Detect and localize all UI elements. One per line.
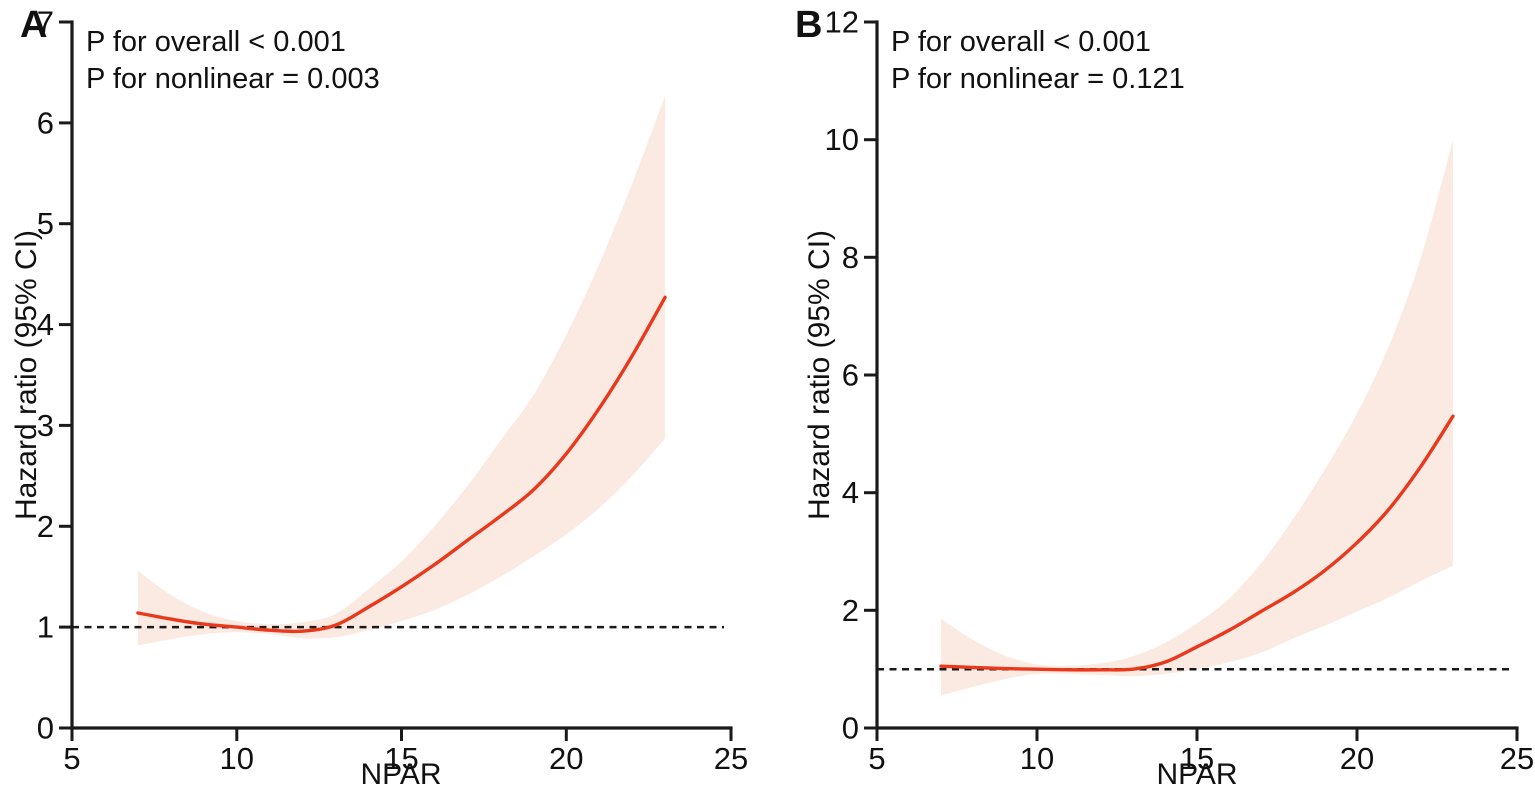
y-tick-label: 0 (37, 711, 54, 746)
y-tick-label: 1 (37, 610, 54, 645)
panel-b-p-nonlinear: P for nonlinear = 0.121 (891, 63, 1185, 95)
panel-a-p-overall: P for overall < 0.001 (86, 26, 346, 58)
y-tick-label: 3 (37, 408, 54, 443)
y-tick-label: 2 (37, 509, 54, 544)
y-tick-label: 0 (842, 711, 859, 746)
hazard-ratio-curve (136, 295, 667, 634)
x-tick-label: 10 (1020, 741, 1054, 776)
y-tick-label: 2 (842, 593, 859, 628)
x-tick-label: 25 (1500, 741, 1534, 776)
panel-a-annotation: P for overall < 0.001 P for nonlinear = … (86, 24, 380, 98)
y-tick-label: 12 (825, 5, 859, 40)
y-tick-label: 10 (825, 122, 859, 157)
x-tick-label: 10 (220, 741, 254, 776)
panel-a-x-axis-title: NPAR (360, 758, 442, 791)
y-tick-label: 4 (37, 307, 54, 342)
x-tick-label: 25 (714, 741, 748, 776)
panel-a-p-nonlinear: P for nonlinear = 0.003 (86, 63, 380, 95)
y-tick-label: 6 (37, 105, 54, 140)
y-tick-label: 5 (37, 206, 54, 241)
y-tick-label: 7 (37, 5, 54, 40)
confidence-band (137, 95, 666, 646)
panel-a-label: A (20, 4, 48, 46)
panel-b-y-axis-title: Hazard ratio (95% CI) (803, 229, 836, 521)
confidence-band (941, 139, 1453, 696)
panel-b-label: B (795, 4, 823, 46)
panel-b-annotation: P for overall < 0.001 P for nonlinear = … (891, 24, 1185, 98)
x-tick-label: 20 (1340, 741, 1374, 776)
x-tick-label: 5 (63, 741, 80, 776)
y-tick-label: 4 (842, 475, 859, 510)
panel-b-x-axis-title: NPAR (1156, 758, 1238, 791)
x-tick-label: 20 (549, 741, 583, 776)
x-tick-label: 5 (868, 741, 885, 776)
panel-a-y-axis-title: Hazard ratio (95% CI) (10, 229, 43, 521)
x-tick-label: 15 (1180, 741, 1214, 776)
x-tick-label: 15 (384, 741, 418, 776)
y-tick-label: 6 (842, 358, 859, 393)
hazard-ratio-curve (939, 414, 1455, 672)
panel-b-p-overall: P for overall < 0.001 (891, 26, 1151, 58)
y-tick-label: 8 (842, 240, 859, 275)
